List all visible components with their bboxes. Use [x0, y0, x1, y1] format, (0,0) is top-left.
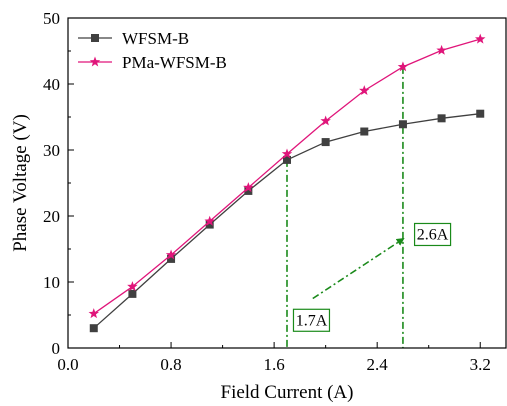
data-point-wfsm-b — [128, 289, 137, 298]
y-tick-label: 20 — [43, 207, 60, 226]
y-tick-label: 50 — [43, 9, 60, 28]
annotation-label-box — [413, 222, 452, 247]
legend-label-pma-wfsm-b: PMa-WFSM-B — [122, 53, 227, 72]
data-point-pma-wfsm-b — [436, 44, 447, 55]
data-point-wfsm-b — [283, 155, 291, 164]
data-point-pma-wfsm-b — [243, 182, 254, 193]
y-tick-label: 40 — [43, 75, 60, 94]
data-point-wfsm-b — [89, 324, 98, 333]
data-point-wfsm-b — [167, 254, 176, 263]
x-tick-label: 0.8 — [160, 355, 181, 374]
data-point-wfsm-b — [398, 120, 407, 129]
data-point-wfsm-b — [360, 127, 369, 136]
data-point-pma-wfsm-b — [397, 61, 409, 72]
y-axis-title: Phase Voltage (V) — [10, 114, 31, 252]
tick-labels: 0.0 0.8 1.6 2.4 3.2 0 10 20 30 40 50 — [43, 9, 491, 374]
series-layer — [88, 33, 486, 333]
data-point-pma-wfsm-b — [281, 148, 293, 159]
x-tick-label: 2.4 — [367, 355, 389, 374]
annotation-label-box — [292, 308, 331, 332]
x-tick-label: 3.2 — [470, 355, 491, 374]
data-point-pma-wfsm-b — [204, 215, 215, 226]
data-point-wfsm-b — [476, 109, 485, 118]
x-tick-label: 0.0 — [57, 355, 78, 374]
data-point-pma-wfsm-b — [475, 33, 486, 44]
annotation-arrow — [312, 237, 405, 300]
legend-marker-symbol — [89, 56, 101, 67]
data-point-pma-wfsm-b — [165, 249, 177, 260]
legend-marker-symbol — [91, 34, 99, 42]
annotation-label: 1.7A — [296, 312, 328, 329]
y-tick-label: 0 — [52, 339, 61, 358]
x-axis-title: Field Current (A) — [221, 382, 354, 403]
legend-marker-wfsm-b — [91, 34, 99, 42]
y-tick-label: 30 — [43, 141, 60, 160]
data-point-wfsm-b — [205, 220, 214, 229]
data-point-wfsm-b — [244, 186, 253, 195]
data-point-wfsm-b — [437, 114, 446, 123]
y-tick-label: 10 — [43, 273, 60, 292]
legend: WFSM-B PMa-WFSM-B — [78, 29, 227, 72]
data-point-pma-wfsm-b — [88, 308, 99, 319]
data-point-pma-wfsm-b — [127, 281, 138, 292]
annotations: 1.7A 2.6A — [286, 66, 452, 348]
data-point-wfsm-b — [321, 138, 330, 147]
data-point-pma-wfsm-b — [320, 115, 331, 126]
legend-marker-pma-wfsm-b — [89, 56, 101, 67]
legend-label-wfsm-b: WFSM-B — [122, 29, 189, 48]
data-point-pma-wfsm-b — [359, 85, 370, 96]
annotation-label: 2.6A — [417, 226, 449, 243]
ticks — [67, 17, 481, 349]
x-tick-label: 1.6 — [263, 355, 284, 374]
